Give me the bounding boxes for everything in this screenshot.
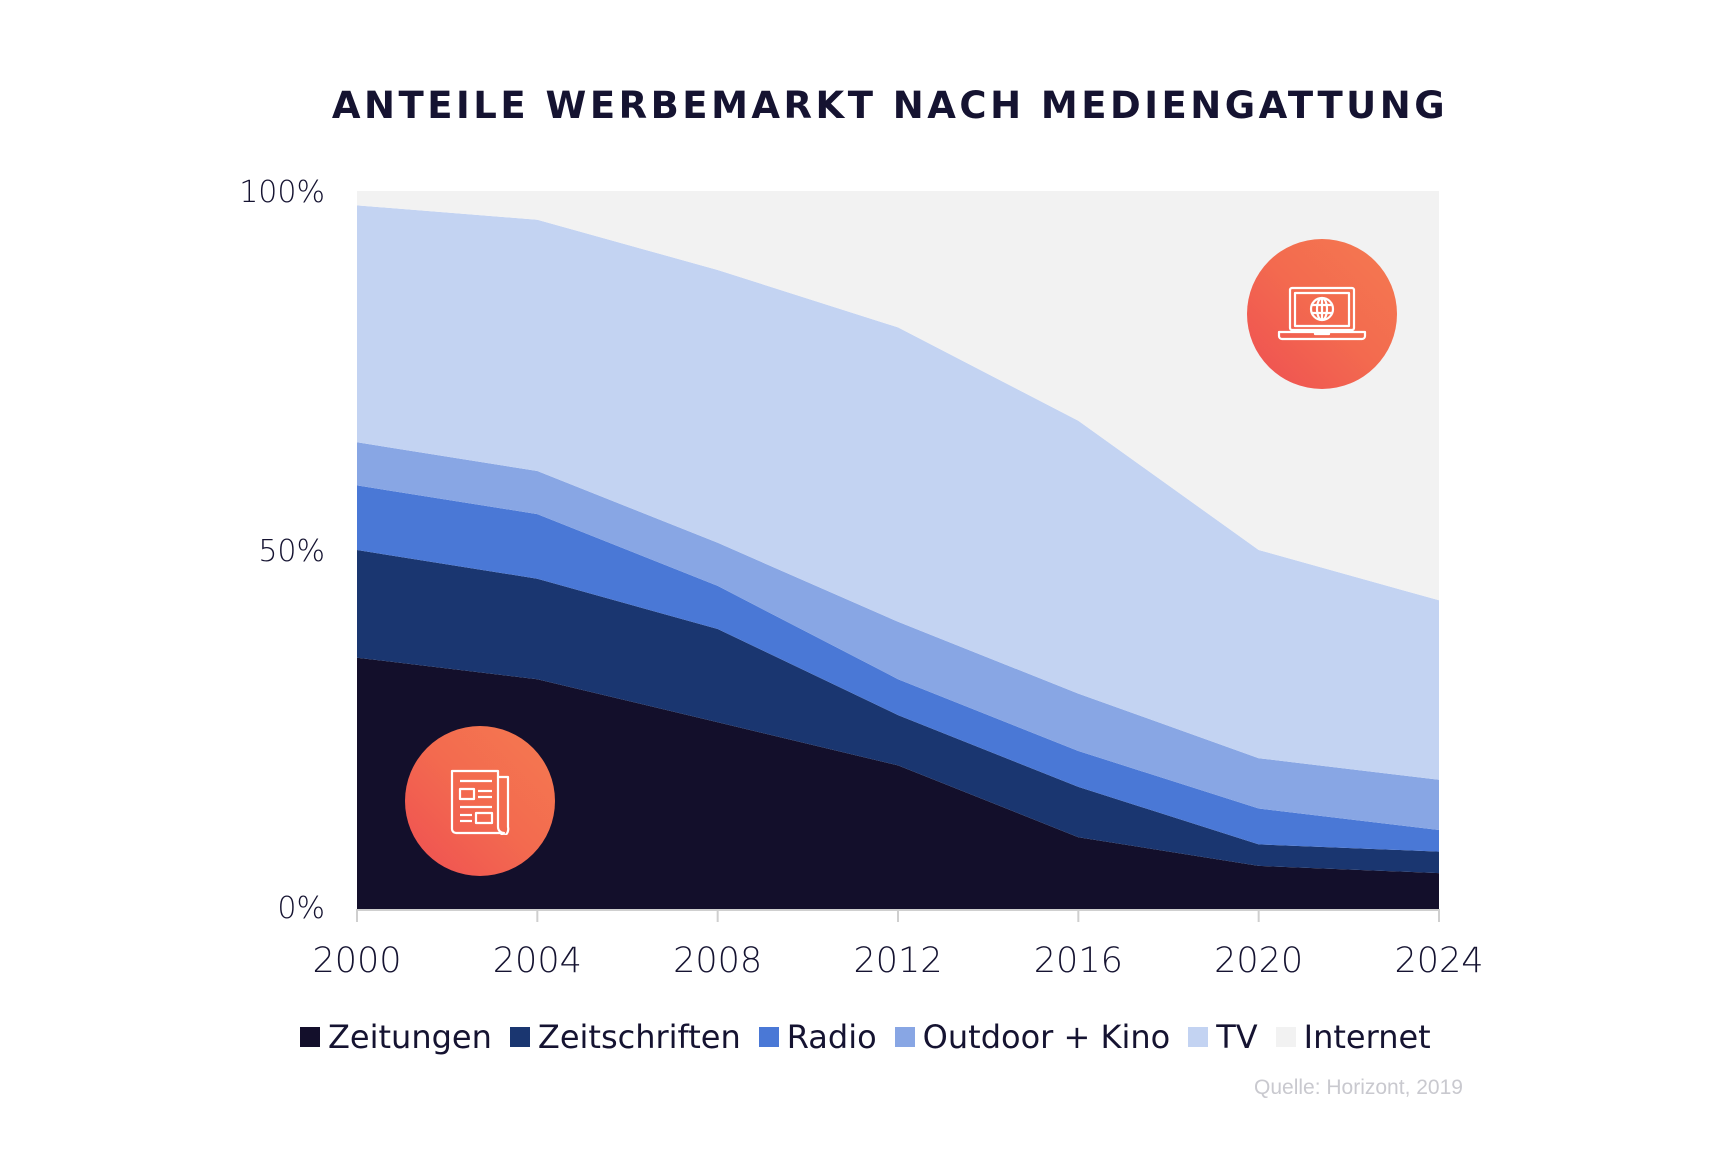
laptop-globe-icon-badge	[1247, 239, 1397, 389]
area-outdoor-kino	[357, 442, 1439, 830]
legend-label: Outdoor + Kino	[922, 1018, 1171, 1056]
legend: Zeitungen Zeitschriften Radio Outdoor + Kin…	[300, 1018, 1449, 1056]
axes	[356, 909, 1440, 922]
legend-item: TV	[1188, 1018, 1258, 1056]
legend-label: Zeitschriften	[537, 1018, 741, 1056]
area-internet	[357, 191, 1439, 601]
legend-swatch	[758, 1027, 779, 1047]
source-note: Quelle: Horizont, 2019	[1254, 1076, 1463, 1099]
x-tick-label: 2024	[1394, 941, 1483, 981]
chart-title: ANTEILE WERBEMARKT NACH MEDIENGATTUNG	[331, 84, 1449, 127]
laptop-globe-icon	[1277, 286, 1367, 341]
area-radio	[357, 485, 1439, 852]
legend-item: Zeitungen	[300, 1018, 492, 1056]
x-tick-label: 2008	[673, 941, 762, 981]
legend-item: Outdoor + Kino	[894, 1018, 1171, 1056]
x-tick-label: 2016	[1034, 941, 1123, 981]
area-zeitungen	[357, 657, 1439, 909]
legend-item: Radio	[758, 1018, 877, 1056]
y-tick-label: 0%	[277, 891, 325, 926]
legend-swatch	[1188, 1027, 1209, 1047]
legend-label: Radio	[786, 1018, 877, 1056]
x-tick-label: 2020	[1214, 941, 1303, 981]
x-tick-label: 2012	[853, 941, 942, 981]
y-axis-labels: 0% 50% 100%	[239, 175, 325, 926]
legend-label: TV	[1216, 1018, 1258, 1056]
legend-swatch	[1275, 1027, 1296, 1047]
x-axis-labels: 2000 2004 2008 2012 2016 2020 2024	[312, 941, 1483, 981]
newspaper-icon	[450, 769, 510, 835]
area-layers	[357, 191, 1439, 909]
legend-item: Zeitschriften	[509, 1018, 741, 1056]
area-zeitschriften	[357, 550, 1439, 874]
x-tick-label: 2004	[493, 941, 582, 981]
y-tick-label: 100%	[239, 175, 325, 210]
y-tick-label: 50%	[258, 534, 325, 569]
newspaper-icon-badge	[405, 726, 555, 876]
legend-label: Zeitungen	[328, 1018, 492, 1056]
legend-swatch	[509, 1027, 530, 1047]
legend-label: Internet	[1303, 1018, 1431, 1056]
legend-item: Internet	[1275, 1018, 1431, 1056]
legend-swatch	[300, 1027, 320, 1047]
area-tv	[357, 205, 1439, 780]
x-tick-label: 2000	[312, 941, 401, 981]
legend-swatch	[894, 1027, 915, 1047]
